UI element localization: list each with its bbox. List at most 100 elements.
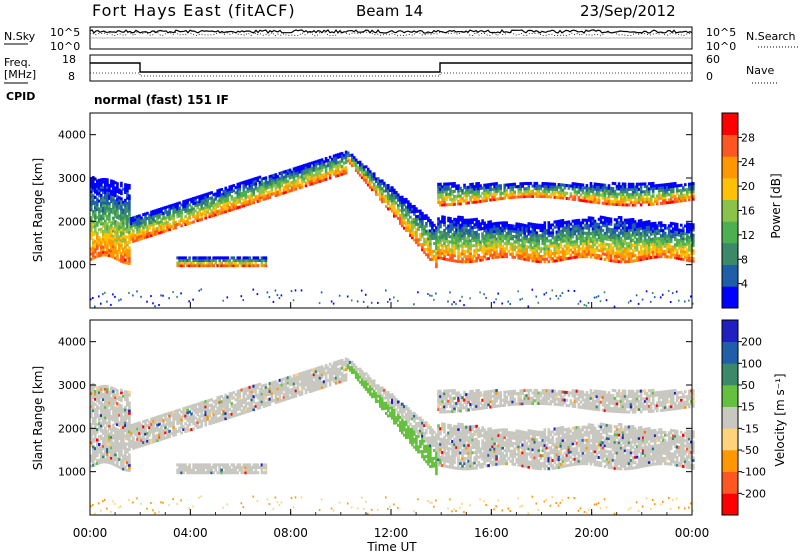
power-cell bbox=[122, 237, 125, 241]
power-cell bbox=[473, 251, 476, 255]
power-cell bbox=[310, 169, 314, 173]
power-cell bbox=[96, 234, 99, 238]
power-cell bbox=[653, 242, 657, 246]
power-cell bbox=[521, 239, 524, 243]
power-cell bbox=[635, 230, 639, 234]
power-cell bbox=[419, 232, 422, 236]
power-cell bbox=[561, 183, 565, 187]
power-cell bbox=[557, 222, 561, 226]
power-cell bbox=[260, 182, 264, 186]
power-cell bbox=[210, 214, 213, 218]
power-cell bbox=[593, 182, 597, 186]
power-cell bbox=[407, 213, 410, 217]
power-cell bbox=[633, 248, 637, 252]
power-cell bbox=[627, 241, 631, 245]
power-cell bbox=[615, 254, 619, 258]
power-cell bbox=[244, 182, 248, 186]
power-cell bbox=[621, 242, 625, 246]
power-cell bbox=[457, 199, 460, 203]
power-cell bbox=[647, 253, 651, 257]
velocity-cell bbox=[110, 459, 113, 463]
power-cell bbox=[154, 230, 157, 234]
power-cell bbox=[238, 187, 242, 191]
power-cell bbox=[591, 232, 595, 236]
power-cell bbox=[583, 196, 587, 200]
power-cell bbox=[459, 226, 462, 230]
nave-right-tick-bottom: 0 bbox=[706, 70, 713, 83]
power-cell bbox=[228, 208, 232, 212]
power-cell bbox=[278, 190, 282, 194]
power-cell bbox=[575, 239, 579, 243]
power-cell bbox=[126, 214, 129, 218]
velocity-cell bbox=[116, 402, 119, 406]
power-cell bbox=[172, 206, 175, 210]
velocity-cell bbox=[112, 387, 115, 391]
velocity-cell bbox=[104, 385, 107, 388]
power-speckle bbox=[585, 304, 588, 307]
power-cell bbox=[190, 264, 193, 268]
power-cell bbox=[607, 189, 611, 193]
power-cell bbox=[503, 221, 506, 225]
power-cell bbox=[515, 227, 518, 231]
power-cell bbox=[437, 245, 440, 249]
power-cell bbox=[106, 222, 109, 226]
power-cell bbox=[525, 258, 528, 262]
power-cell bbox=[362, 165, 366, 169]
power-cell bbox=[583, 191, 587, 195]
power-cell bbox=[128, 262, 131, 265]
power-cell bbox=[399, 201, 402, 205]
power-cell bbox=[559, 250, 563, 254]
freq-label-line2: [MHz] bbox=[4, 68, 36, 81]
velocity-cell bbox=[116, 438, 119, 442]
power-cell bbox=[126, 183, 129, 187]
power-cell bbox=[682, 188, 685, 192]
power-cell bbox=[609, 228, 613, 231]
power-cell bbox=[208, 264, 211, 268]
power-speckle bbox=[338, 294, 341, 297]
power-cell bbox=[234, 259, 238, 262]
power-cell bbox=[266, 183, 270, 187]
velocity-cell bbox=[106, 437, 109, 441]
power-cell bbox=[513, 240, 516, 244]
power-cell bbox=[451, 240, 454, 244]
power-cell bbox=[280, 176, 284, 180]
power-cell bbox=[557, 256, 561, 260]
power-cell bbox=[334, 164, 338, 168]
power-cell bbox=[98, 215, 101, 219]
power-cell bbox=[128, 249, 131, 252]
power-cell bbox=[545, 187, 549, 191]
power-cell bbox=[535, 187, 539, 191]
power-cell bbox=[495, 184, 498, 188]
power-cell bbox=[256, 189, 260, 193]
power-cell bbox=[519, 190, 522, 194]
power-cell bbox=[314, 165, 318, 169]
power-cell bbox=[401, 216, 404, 220]
power-cell bbox=[100, 240, 103, 244]
power-cell bbox=[431, 234, 434, 238]
power-cell bbox=[455, 220, 458, 224]
power-cell bbox=[282, 188, 286, 192]
power-cell bbox=[655, 239, 659, 243]
power-cell bbox=[483, 237, 486, 241]
power-cell bbox=[501, 226, 504, 230]
power-cell bbox=[342, 166, 346, 170]
power-speckle bbox=[501, 302, 503, 305]
power-cell bbox=[465, 186, 468, 190]
power-cell bbox=[629, 254, 633, 258]
power-cell bbox=[625, 249, 629, 253]
power-cell bbox=[395, 196, 398, 200]
power-cell bbox=[509, 234, 512, 238]
power-cell bbox=[126, 261, 129, 265]
power-cell bbox=[447, 253, 450, 257]
power-cell bbox=[94, 221, 97, 225]
power-cell bbox=[405, 221, 408, 225]
velocity-cell bbox=[94, 447, 97, 451]
power-cell bbox=[118, 224, 121, 228]
power-cell bbox=[637, 242, 641, 246]
power-cell bbox=[547, 260, 551, 264]
power-cell bbox=[621, 182, 625, 186]
power-cell bbox=[441, 244, 444, 247]
power-cell bbox=[254, 184, 258, 188]
velocity-cell bbox=[110, 433, 113, 437]
power-cell bbox=[168, 215, 171, 219]
